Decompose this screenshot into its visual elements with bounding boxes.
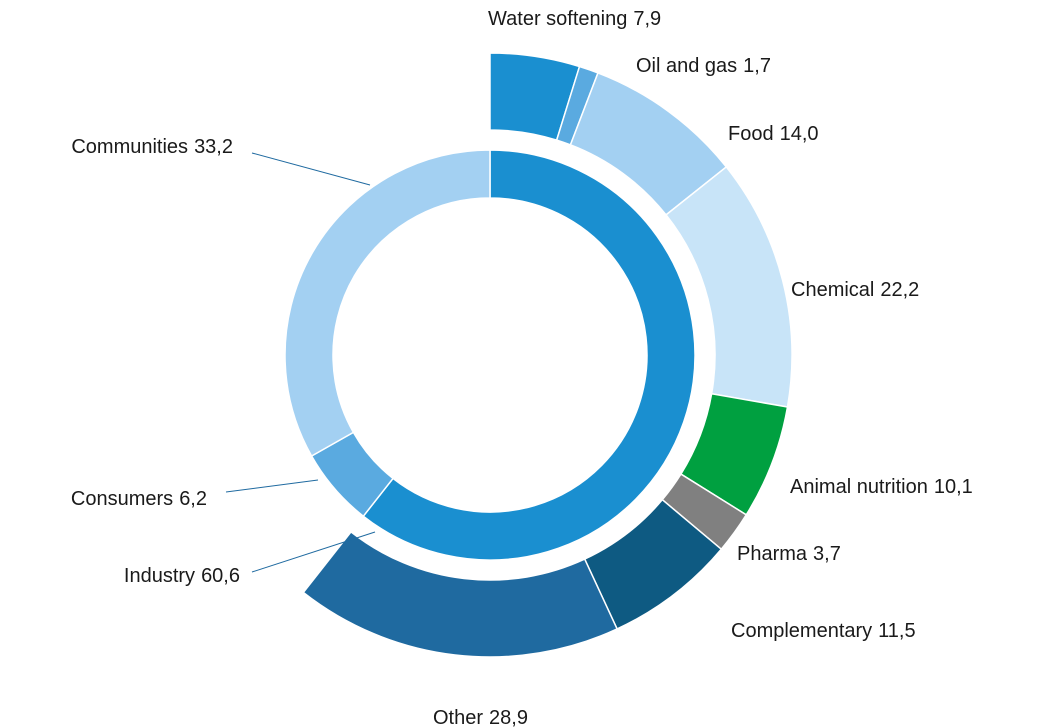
data-label: Consumers 6,2 xyxy=(71,488,207,510)
leader-line xyxy=(251,152,371,186)
label-name: Water softening xyxy=(488,8,627,30)
label-value: 7,9 xyxy=(633,8,661,30)
data-label: Pharma 3,7 xyxy=(737,543,841,565)
data-label: Other 28,9 xyxy=(433,707,528,727)
label-name: Animal nutrition xyxy=(790,476,928,498)
data-label: Water softening 7,9 xyxy=(488,8,661,30)
data-label: Animal nutrition 10,1 xyxy=(790,476,973,498)
leader-line xyxy=(225,479,319,493)
inner-segment xyxy=(362,149,696,561)
label-value: 33,2 xyxy=(194,136,233,158)
label-value: 60,6 xyxy=(201,565,240,587)
data-label: Industry 60,6 xyxy=(124,565,240,587)
label-name: Chemical xyxy=(791,279,874,301)
label-name: Industry xyxy=(124,565,195,587)
label-value: 14,0 xyxy=(780,123,819,145)
data-label: Food 14,0 xyxy=(728,123,819,145)
outer-segment xyxy=(302,530,619,658)
label-value: 6,2 xyxy=(179,488,207,510)
label-name: Oil and gas xyxy=(636,55,737,77)
label-name: Other xyxy=(433,707,483,727)
label-value: 10,1 xyxy=(934,476,973,498)
label-value: 1,7 xyxy=(743,55,771,77)
data-label: Complementary 11,5 xyxy=(731,620,916,642)
leader-line xyxy=(251,531,376,573)
inner-segment xyxy=(284,149,491,458)
label-value: 3,7 xyxy=(813,543,841,565)
label-name: Food xyxy=(728,123,774,145)
data-label: Oil and gas 1,7 xyxy=(636,55,771,77)
label-name: Consumers xyxy=(71,488,173,510)
label-name: Complementary xyxy=(731,620,872,642)
label-value: 28,9 xyxy=(489,707,528,727)
data-label: Chemical 22,2 xyxy=(791,279,919,301)
label-name: Pharma xyxy=(737,543,808,565)
data-label: Communities 33,2 xyxy=(71,136,233,158)
label-value: 22,2 xyxy=(880,279,919,301)
label-value: 11,5 xyxy=(878,620,915,642)
label-name: Communities xyxy=(71,136,188,158)
